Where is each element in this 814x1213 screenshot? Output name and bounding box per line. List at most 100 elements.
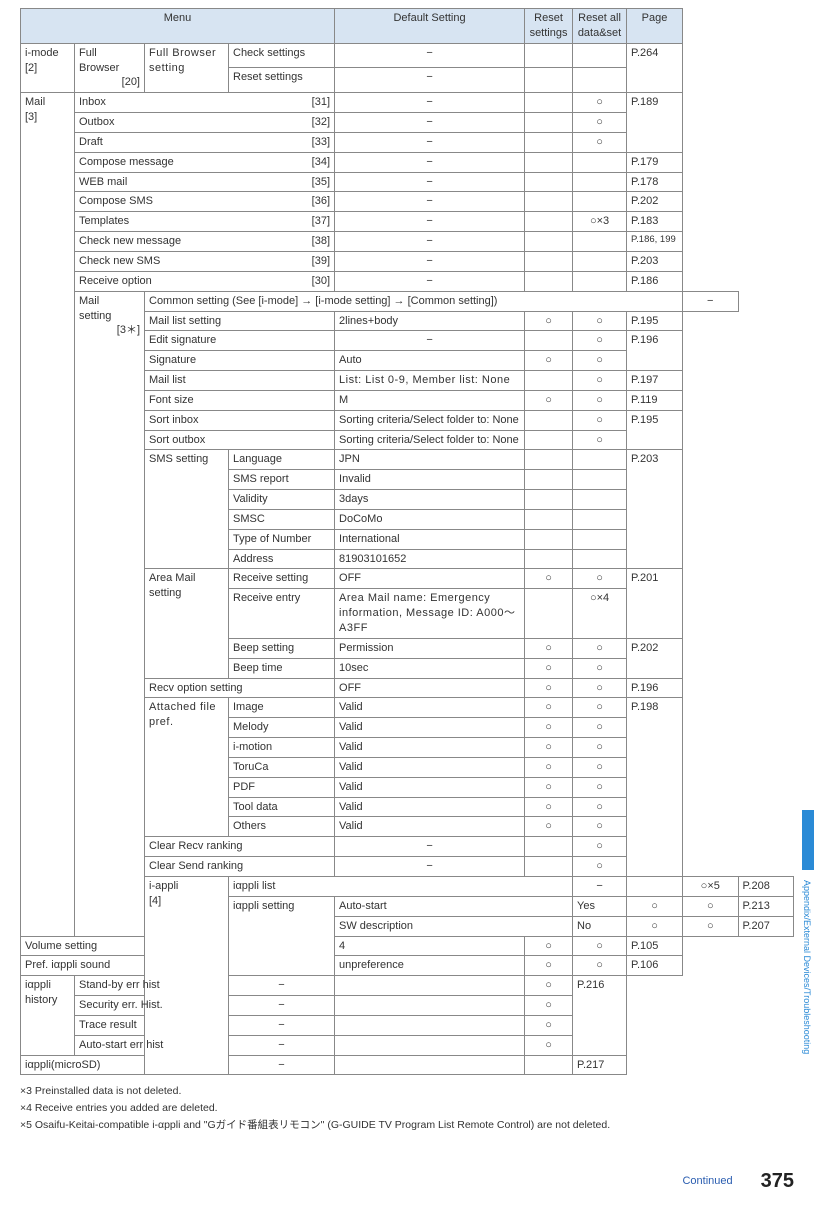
def: 3days xyxy=(335,490,525,510)
hdr-reset-settings: Reset settings xyxy=(525,9,573,44)
rs: ○ xyxy=(525,817,573,837)
ra: ○ xyxy=(573,331,627,351)
def: − xyxy=(335,232,525,252)
ra: ○ xyxy=(525,996,573,1016)
label: Sort outbox xyxy=(145,430,335,450)
label: Recv option setting xyxy=(145,678,335,698)
mail-row: Check new message[38] xyxy=(75,232,335,252)
common-pg: − xyxy=(683,291,738,311)
label: Stand-by err hist xyxy=(75,976,229,996)
footnote: ×3 Preinstalled data is not deleted. xyxy=(20,1083,794,1100)
mail-row: WEB mail[35] xyxy=(75,172,335,192)
def: Valid xyxy=(335,757,525,777)
def: unpreference xyxy=(335,956,525,976)
mail-row: Compose message[34] xyxy=(75,152,335,172)
cell xyxy=(627,876,683,896)
label: Validity xyxy=(229,490,335,510)
label: Templates xyxy=(79,214,129,229)
def: − xyxy=(335,113,525,133)
rs: ○ xyxy=(525,757,573,777)
hdr-reset-all: Reset all data&set xyxy=(573,9,627,44)
side-tab xyxy=(802,810,814,870)
def: Valid xyxy=(335,738,525,758)
label: Compose SMS xyxy=(79,194,153,209)
cell xyxy=(573,509,627,529)
cell xyxy=(525,212,573,232)
ra: ○ xyxy=(573,410,627,430)
code: [35] xyxy=(312,175,330,190)
label: Mail list setting xyxy=(145,311,335,331)
code: [36] xyxy=(312,194,330,209)
group-mail: Mail [3] xyxy=(21,93,75,936)
footnote: ×5 Osaifu-Keitai-compatible i-αppli and … xyxy=(20,1117,794,1134)
cell xyxy=(573,450,627,470)
footnote: ×4 Receive entries you added are deleted… xyxy=(20,1100,794,1117)
def: Valid xyxy=(335,777,525,797)
def: 81903101652 xyxy=(335,549,525,569)
ra: ○ xyxy=(573,113,627,133)
cell xyxy=(525,152,573,172)
rs: ○ xyxy=(525,777,573,797)
label: Receive setting xyxy=(229,569,335,589)
cell xyxy=(525,271,573,291)
pg: P.178 xyxy=(627,172,683,192)
cell xyxy=(573,232,627,252)
label: ToruCa xyxy=(229,757,335,777)
ra: ○ xyxy=(573,351,627,371)
mail-setting-label: Mail setting [3＊] xyxy=(75,291,145,936)
cell xyxy=(573,470,627,490)
cell xyxy=(525,589,573,639)
cell xyxy=(525,232,573,252)
cell xyxy=(573,172,627,192)
rs: ○ xyxy=(525,936,573,956)
label: Compose message xyxy=(79,155,174,170)
def: DoCoMo xyxy=(335,509,525,529)
def: − xyxy=(229,1055,335,1075)
def: Yes xyxy=(573,896,627,916)
ra: ○ xyxy=(573,311,627,331)
cell xyxy=(573,68,627,93)
mail-row: Check new SMS[39] xyxy=(75,251,335,271)
fb-check-def: − xyxy=(335,43,525,68)
pg: P.207 xyxy=(738,916,793,936)
hdr-page: Page xyxy=(627,9,683,44)
ra: ○ xyxy=(573,638,627,658)
continued-label: Continued xyxy=(682,1175,732,1187)
group-imode-code: [2] xyxy=(25,61,70,76)
def: Auto xyxy=(335,351,525,371)
ra: ○ xyxy=(525,976,573,996)
label: Inbox xyxy=(79,95,106,110)
pg: P.213 xyxy=(738,896,793,916)
def: − xyxy=(335,331,525,351)
label: Auto-start xyxy=(335,896,573,916)
def: − xyxy=(335,212,525,232)
def: − xyxy=(335,192,525,212)
ra: ○ xyxy=(683,916,738,936)
pg: P.202 xyxy=(627,192,683,212)
def: Valid xyxy=(335,698,525,718)
pg: P.198 xyxy=(627,698,683,877)
def: Invalid xyxy=(335,470,525,490)
label: Image xyxy=(229,698,335,718)
rs: ○ xyxy=(525,311,573,331)
code: [32] xyxy=(312,115,330,130)
code: [31] xyxy=(312,95,330,110)
fb-label: Full Browser xyxy=(79,46,140,76)
settings-table: Menu Default Setting Reset settings Rese… xyxy=(20,8,794,1075)
mail-row: Templates[37] xyxy=(75,212,335,232)
code: [33] xyxy=(312,135,330,150)
def: International xyxy=(335,529,525,549)
pg: P.195 xyxy=(627,311,683,331)
label: Signature xyxy=(145,351,335,371)
cell xyxy=(335,1015,525,1035)
cell xyxy=(335,996,525,1016)
label: Outbox xyxy=(79,115,114,130)
label: Mail setting xyxy=(79,294,140,324)
label: SMSC xyxy=(229,509,335,529)
ra: ○ xyxy=(525,1035,573,1055)
pg: P.197 xyxy=(627,371,683,391)
def: − xyxy=(229,996,335,1016)
label: Check new message xyxy=(79,234,181,249)
cell xyxy=(573,271,627,291)
ra: ○ xyxy=(573,93,627,113)
